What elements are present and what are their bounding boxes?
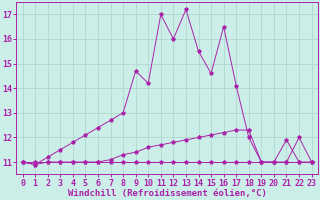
X-axis label: Windchill (Refroidissement éolien,°C): Windchill (Refroidissement éolien,°C) (68, 189, 267, 198)
